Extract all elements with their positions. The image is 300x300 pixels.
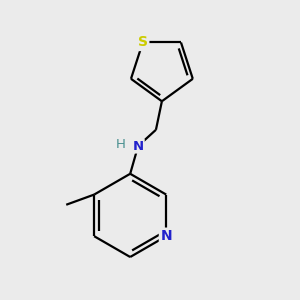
- Text: N: N: [160, 229, 172, 243]
- Text: S: S: [138, 35, 148, 50]
- Text: H: H: [115, 138, 125, 151]
- Text: N: N: [133, 140, 144, 152]
